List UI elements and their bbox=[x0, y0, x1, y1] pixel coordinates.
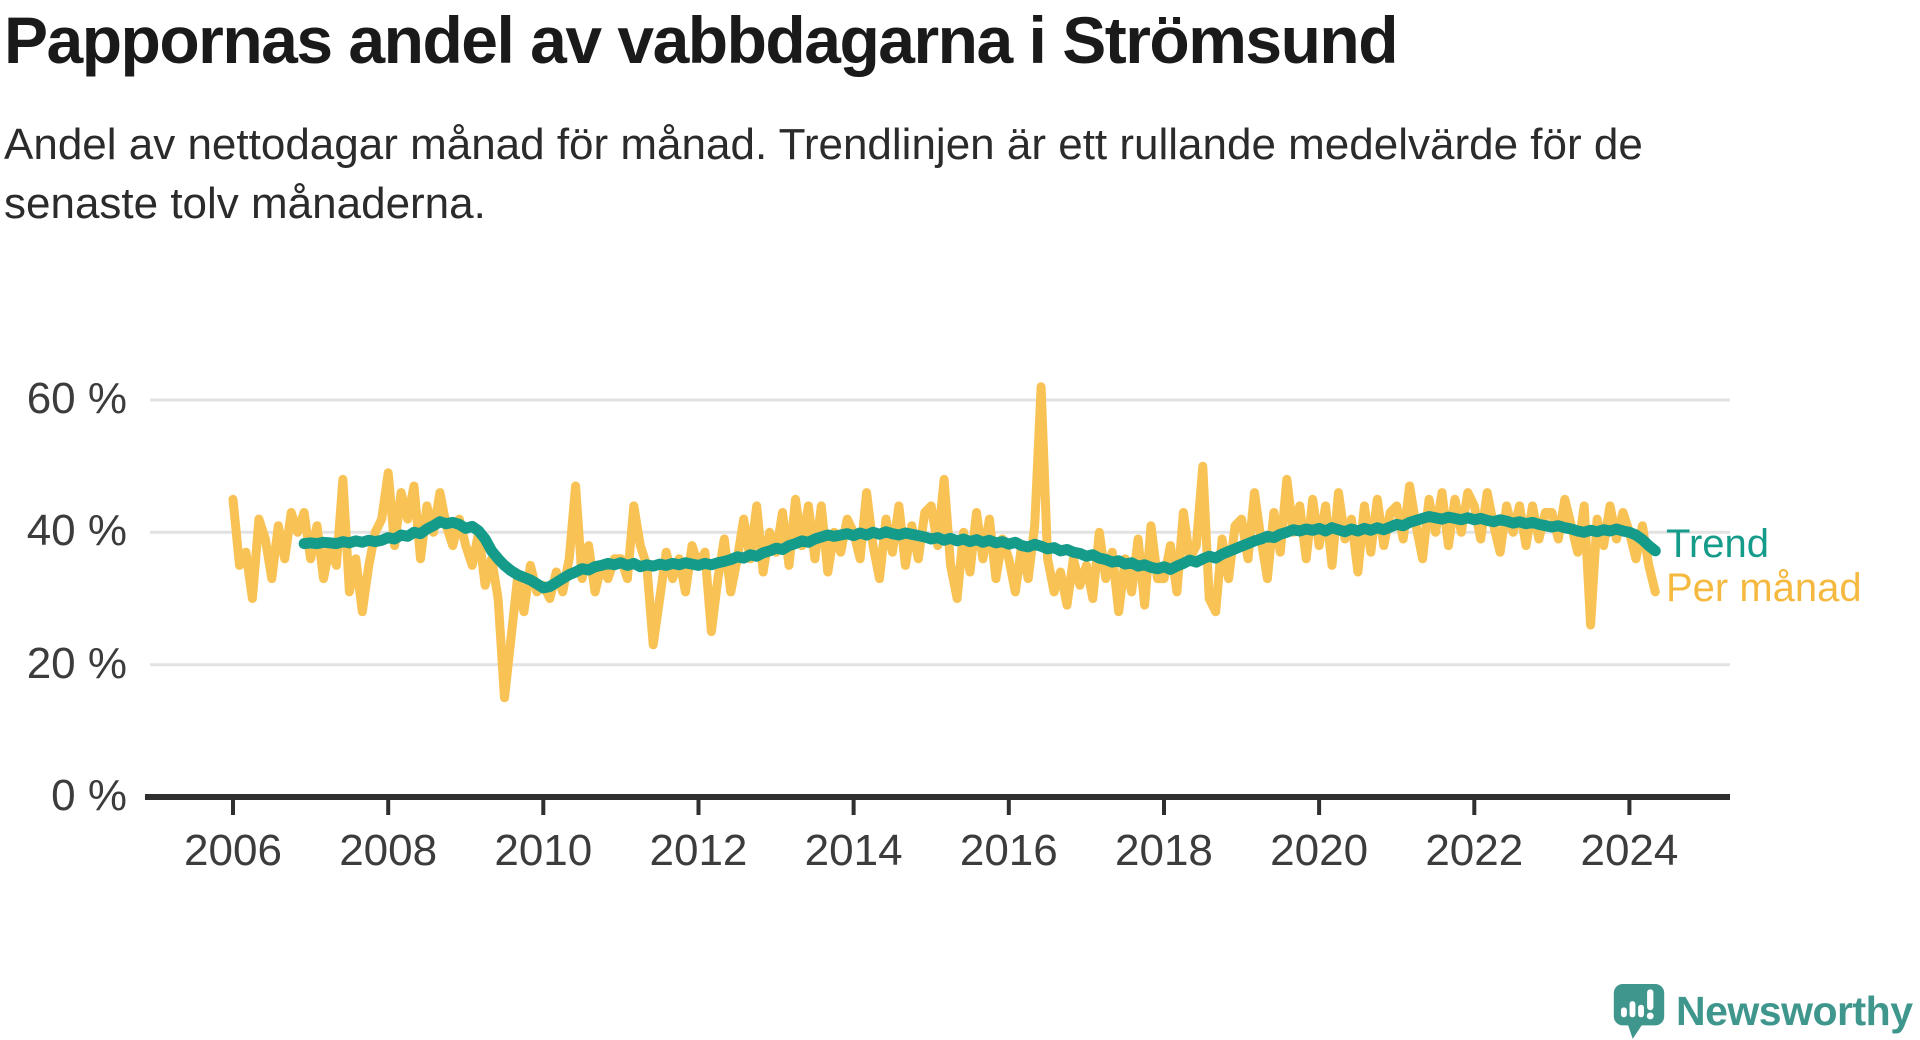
logo-exclamation-bar bbox=[1647, 989, 1654, 1011]
chart-subtitle: Andel av nettodagar månad för månad. Tre… bbox=[4, 120, 1643, 228]
newsworthy-logo: Newsworthy bbox=[1612, 982, 1913, 1040]
monthly-series-label: Per månad bbox=[1666, 566, 1862, 610]
newsworthy-logo-icon bbox=[1613, 984, 1665, 1039]
logo-bar-1 bbox=[1621, 1007, 1627, 1018]
x-tick-label-2012: 2012 bbox=[649, 826, 748, 875]
x-tick-label-2016: 2016 bbox=[959, 826, 1058, 875]
x-tick-label-2006: 2006 bbox=[184, 826, 282, 875]
x-tick-label-2024: 2024 bbox=[1580, 826, 1679, 875]
x-tick-label-2022: 2022 bbox=[1425, 826, 1524, 875]
logo-exclamation-dot bbox=[1646, 1012, 1654, 1020]
y-tick-label-40pct: 40 % bbox=[26, 506, 127, 556]
y-tick-label-0pct: 0 % bbox=[51, 771, 127, 820]
series-line-monthly bbox=[228, 382, 1660, 703]
chart-title: Pappornas andel av vabbdagarna i Strömsu… bbox=[4, 3, 1399, 77]
x-tick-label-2018: 2018 bbox=[1115, 826, 1213, 875]
trend-series-label: Trend bbox=[1666, 522, 1770, 566]
x-tick-label-2008: 2008 bbox=[339, 826, 438, 875]
x-tick-label-2010: 2010 bbox=[494, 826, 593, 875]
logo-bar-2 bbox=[1629, 1001, 1636, 1018]
y-tick-label-20pct: 20 % bbox=[26, 638, 127, 688]
logo-bar-3 bbox=[1638, 1004, 1644, 1018]
x-tick-label-2020: 2020 bbox=[1270, 826, 1369, 875]
newsworthy-logo-text: Newsworthy bbox=[1676, 987, 1913, 1034]
y-tick-label-60pct: 60 % bbox=[26, 374, 127, 423]
series-line-trend bbox=[298, 511, 1661, 594]
x-tick-label-2014: 2014 bbox=[804, 826, 903, 875]
